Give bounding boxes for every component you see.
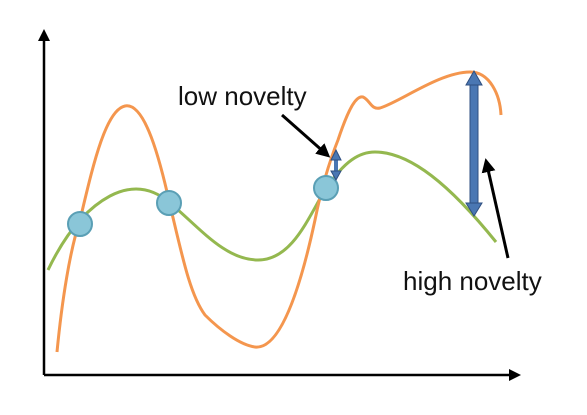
sample-point: [156, 190, 182, 216]
high-novelty-label: high novelty: [403, 266, 542, 296]
orange-curve: [55, 70, 503, 353]
low-novelty-label: low novelty: [178, 81, 307, 111]
low-novelty-pointer: [281, 113, 331, 158]
green-curve: [46, 150, 498, 271]
high-novelty-pointer: [481, 158, 510, 259]
low-novelty-gap-arrow: [330, 148, 342, 182]
high-novelty-gap-arrow: [465, 69, 483, 217]
sample-point: [313, 175, 339, 201]
sample-point: [67, 211, 93, 237]
